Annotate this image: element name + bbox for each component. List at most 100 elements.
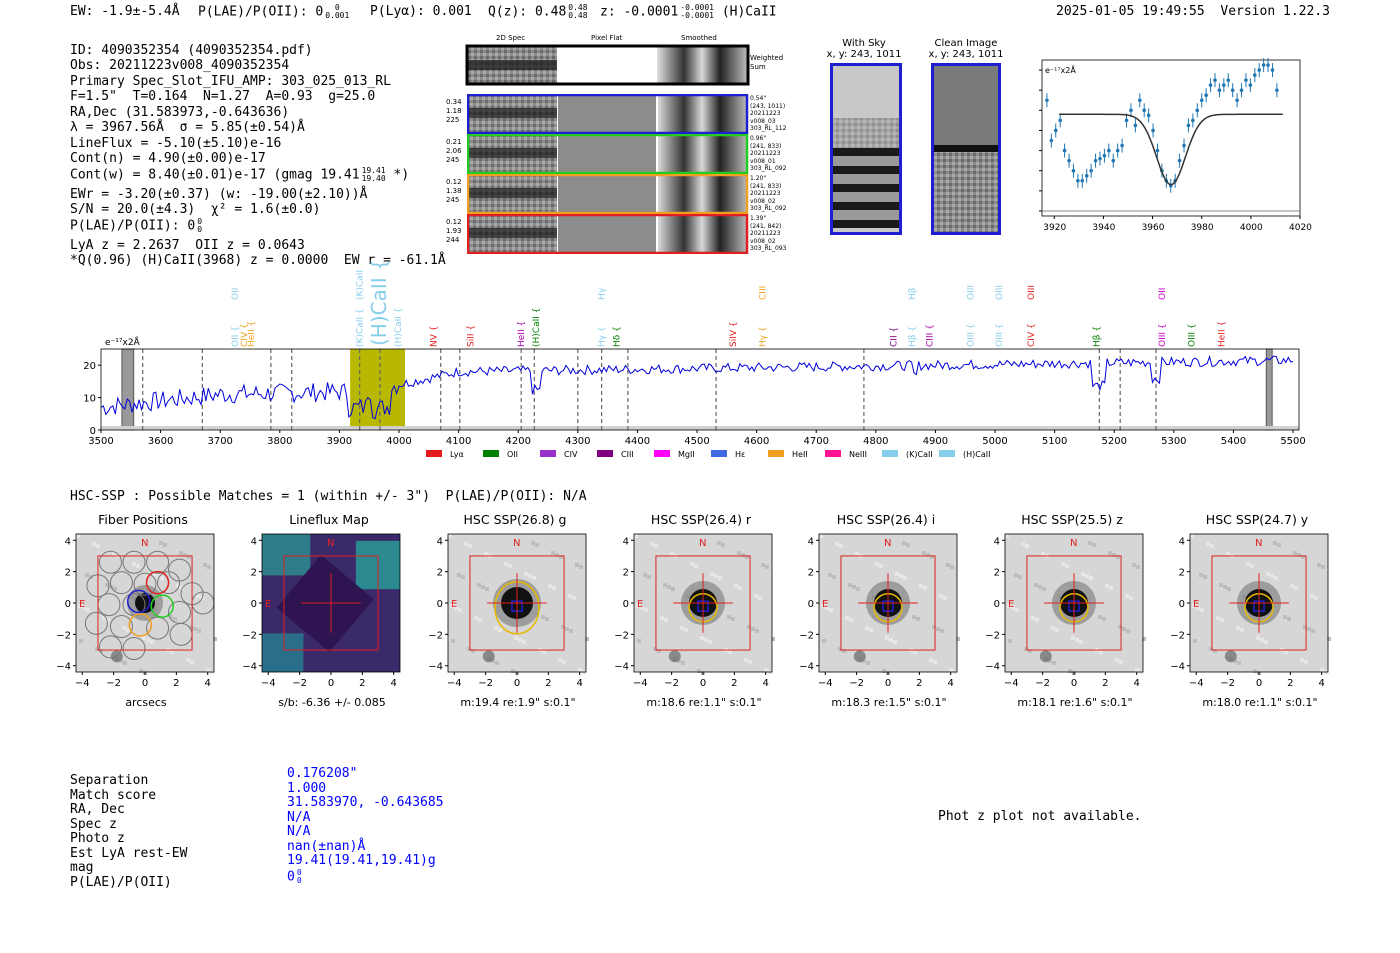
noise-pixel [545,617,549,621]
noise-pixel [150,640,154,644]
fiber-circle [109,571,133,595]
noise-pixel [197,629,201,633]
zoom-data-point [1111,158,1116,163]
spec-legend-label: CIV [564,450,578,459]
match-label: mag [70,860,94,875]
noise-pixel [187,555,191,559]
panel-xtick-label: 2 [1287,678,1293,689]
east-label: E [1008,599,1014,610]
cutout-row-stats: 0.21 2.06 245 [446,138,462,164]
spec-legend-swatch [597,450,613,457]
spec-ytick-label: 10 [83,394,96,405]
panel-ytick-label: 2 [437,568,443,579]
noise-pixel [1005,534,1009,538]
noise-pixel [1112,553,1116,557]
noise-pixel [771,637,775,641]
noise-pixel [542,650,546,654]
noise-pixel [484,552,488,556]
noise-pixel [741,553,745,557]
spec-xtick-label: 5400 [1221,436,1246,447]
hsc-panel-caption: m:18.3 re:1.5" s:0.1" [831,696,947,709]
noise-pixel [1132,563,1136,567]
noise-pixel [916,617,920,621]
noise-pixel [842,649,846,653]
noise-pixel [879,564,883,568]
noise-pixel [684,628,688,632]
noise-pixel [754,594,758,598]
hsc-panel-title: Lineflux Map [289,512,369,527]
cutout-images [465,44,750,86]
noise-pixel [1274,576,1278,580]
noise-pixel [1213,649,1217,653]
noise-pixel [579,565,583,569]
noise-pixel [1109,586,1113,590]
noise-pixel [1118,625,1122,629]
zoom-xtick-label: 3960 [1142,223,1165,233]
spec-xtick-label: 5100 [1042,436,1067,447]
panel-ytick-label: −2 [799,630,814,641]
noise-pixel [1021,542,1025,546]
spec-line-label: (H)CaII { [394,308,404,348]
hsc-panel-image: N E 4 2 0 −2 −4 −4 −2 0 2 4 [428,533,589,689]
panel-ytick-label: 4 [65,536,71,547]
noise-pixel [504,562,508,566]
noise-pixel [1294,586,1298,590]
spec-line-label: Hγ { [759,326,769,347]
noise-pixel [451,639,455,643]
hsc-panel: HSC SSP(26.4) i [789,512,986,527]
detection-info: ID: 4090352354 (4090352354.pdf) Obs: 2021… [70,27,446,284]
hsc-panel-image: N E 4 2 0 −2 −4 −4 −2 0 2 4 [56,533,217,689]
zoom-data-point [1261,63,1266,67]
panel-ytick-label: −4 [799,662,814,673]
noise-pixel [1034,583,1038,587]
noise-pixel [835,542,839,546]
noise-pixel [1277,543,1281,547]
noise-pixel [498,628,502,632]
noise-pixel [1007,604,1011,608]
fiber-circle [122,636,146,660]
zoom-data-point [1058,118,1062,123]
panel-xtick-label: 4 [763,678,769,689]
zoom-data-point [1217,88,1222,92]
noise-pixel [1233,659,1237,663]
panel-ytick-label: −2 [614,630,629,641]
noise-pixel [1048,659,1052,663]
zoom-data-point [1067,158,1071,163]
noise-pixel [737,551,741,555]
cutout-row-meta: 1.39" (241, 842) 20211223 v008_02 303_RL_093 [750,215,787,252]
spec-line-label-top: Hβ [908,287,918,300]
noise-pixel [478,618,482,622]
noise-pixel [82,606,86,610]
spec-line-label: (H)CaII { [532,308,542,348]
header-z: z: -0.0001 -0.0001 -0.0001 (H)CaII [600,3,777,20]
noise-pixel [694,564,698,568]
info-ewr: EWr = -3.20(±0.37) (w: -19.00(±2.10))Å [70,186,368,202]
noise-pixel [681,661,685,665]
panel-ytick-label: 2 [994,568,1000,579]
noise-pixel [1079,640,1083,644]
zoom-xtick-label: 4000 [1240,223,1263,233]
noise-pixel [636,604,640,608]
zoom-data-point [1213,78,1217,82]
info-contw: Cont(w) = 8.40(±0.01)e-17 (gmag 19.41 19.… [70,165,410,183]
hsc-panel-caption: m:18.6 re:1.1" s:0.1" [646,696,762,709]
noise-pixel [495,661,499,665]
panel-ytick-label: 0 [808,599,814,610]
panel-ytick-label: 0 [1179,599,1185,610]
noise-pixel [1273,541,1277,545]
noise-pixel [119,659,123,663]
with-sky-image [830,63,902,235]
noise-pixel [922,551,926,555]
noise-pixel [457,573,461,577]
noise-pixel [949,668,953,672]
spec-blocked-region [1265,348,1273,431]
panel-xtick-label: −4 [1004,678,1019,689]
noise-pixel [186,658,190,662]
panel-ytick-label: 0 [994,599,1000,610]
spec-ylabel: e⁻¹⁷x2Å [105,336,141,348]
noise-pixel [677,659,681,663]
noise-pixel [832,575,836,579]
hsc-panel: Fiber Positions [46,512,243,527]
panel-ytick-label: 2 [623,568,629,579]
search-box [283,555,379,651]
